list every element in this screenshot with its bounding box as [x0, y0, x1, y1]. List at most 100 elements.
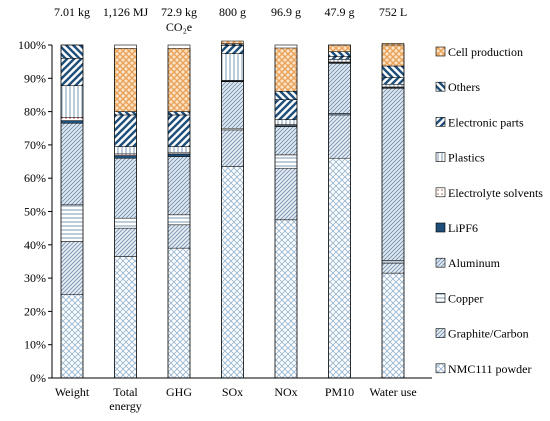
bar-segment: [60, 241, 84, 295]
legend-label: Copper: [448, 291, 483, 305]
bar-segment: [114, 114, 137, 147]
bar-stack: [167, 44, 191, 379]
bar-segment: [114, 256, 137, 379]
legend-label: LiPF6: [448, 221, 478, 235]
bar-segment: [167, 156, 191, 216]
bar-segment: [274, 47, 298, 92]
legend-swatch: [435, 152, 446, 162]
legend-swatch: [435, 293, 446, 303]
y-tick-label: 10%: [24, 338, 46, 352]
legend-label: Graphite/Carbon: [448, 327, 529, 341]
y-tick-label: 70%: [24, 138, 46, 152]
bar-segment: [167, 224, 191, 249]
bar-stack: [114, 44, 137, 379]
bar-stack: [221, 40, 244, 379]
total-label: 752 L: [379, 5, 407, 19]
y-tick-label: 40%: [24, 238, 46, 252]
bar-segment: [328, 56, 351, 60]
bar-segment: [60, 123, 84, 206]
bar-segment: [114, 111, 137, 116]
category-label: GHG: [166, 385, 192, 399]
category-label: Total: [113, 385, 138, 399]
legend-label: Cell production: [448, 45, 523, 59]
bar-segment: [221, 45, 244, 54]
total-label: 96.9 g: [271, 5, 301, 19]
bar-segment: [381, 260, 405, 264]
legend-swatch: [435, 187, 446, 198]
bar-segment: [328, 114, 351, 159]
y-tick-label: 100%: [18, 38, 46, 52]
y-tick-label: 80%: [24, 105, 46, 119]
bar-segment: [114, 227, 137, 257]
legend-label: Others: [448, 80, 480, 94]
total-label: 1,126 MJ: [103, 5, 149, 19]
bar-segment: [274, 126, 298, 156]
total-label-unit: CO₂e: [166, 20, 192, 34]
legend-swatch: [435, 363, 446, 374]
bar-segment: [114, 146, 137, 155]
bar-segment: [274, 91, 298, 100]
bar-segment: [167, 214, 191, 226]
y-tick-label: 60%: [24, 171, 46, 185]
bar-segment: [274, 99, 298, 120]
bar-segment: [328, 157, 351, 379]
category-label: energy: [109, 399, 141, 413]
legend-swatch: [435, 222, 446, 233]
category-label: SOx: [222, 385, 243, 399]
bar-segment: [60, 294, 84, 379]
bar-segment: [167, 153, 191, 157]
category-label: Water use: [369, 385, 416, 399]
bar-segment: [274, 154, 298, 169]
total-label: 7.01 kg: [54, 5, 90, 19]
bar-segment: [167, 111, 191, 116]
y-tick-label: 20%: [24, 304, 46, 318]
bar-stack: [60, 44, 84, 379]
legend-swatch: [435, 81, 446, 92]
legend-label: Electrolyte solvents: [448, 186, 543, 200]
bar-segment: [221, 40, 244, 44]
bar-stack: [328, 44, 351, 379]
bar-segment: [221, 129, 244, 167]
category-label: PM10: [325, 385, 354, 399]
bar-segment: [381, 65, 405, 78]
legend: Cell production Others Electronic parts Pla…: [435, 45, 543, 376]
legend-label: NMC111 powder: [448, 362, 531, 376]
bar-segment: [60, 117, 84, 121]
y-tick-label: 0%: [30, 371, 46, 385]
total-label: 800 g: [219, 5, 246, 19]
y-tick-label: 90%: [24, 71, 46, 85]
bar-segment: [274, 219, 298, 379]
bar-stack: [274, 44, 298, 379]
category-label: Weight: [55, 385, 90, 399]
bar-segment: [381, 88, 405, 261]
bar-segment: [167, 114, 191, 147]
y-tick-label: 30%: [24, 271, 46, 285]
bar-segment: [381, 77, 405, 85]
y-tick-label: 50%: [24, 205, 46, 219]
bar-segment: [381, 262, 405, 274]
bar-segment: [60, 44, 84, 59]
bar-segment: [60, 58, 84, 86]
plot-area: [60, 40, 405, 379]
bar-segment: [328, 44, 351, 52]
bar-segment: [60, 85, 84, 118]
bar-segment: [221, 53, 244, 81]
bar-segment: [114, 155, 137, 159]
bar-segment: [167, 48, 191, 112]
bar-segment: [60, 204, 84, 242]
bar-segment: [381, 43, 405, 67]
legend-label: Electronic parts: [448, 115, 524, 129]
bar-segment: [328, 63, 351, 114]
total-label: 72.9 kg: [161, 5, 197, 19]
bar-segment: [221, 81, 244, 129]
bar-segment: [60, 120, 84, 124]
bar-segment: [328, 59, 351, 63]
legend-label: Plastics: [448, 151, 485, 165]
legend-swatch: [435, 117, 446, 127]
legend-swatch: [435, 46, 446, 57]
bar-segment: [328, 51, 351, 57]
bar-segment: [274, 167, 298, 221]
